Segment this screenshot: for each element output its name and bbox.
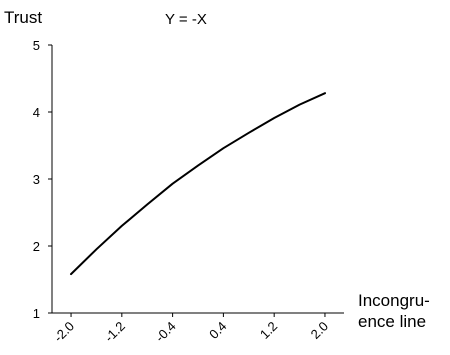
y-tick-label: 4 bbox=[33, 105, 40, 120]
x-tick-label: -1.2 bbox=[101, 319, 127, 345]
x-tick-label: 1.2 bbox=[257, 319, 280, 342]
y-tick-label: 2 bbox=[33, 239, 40, 254]
x-tick-label: 2.0 bbox=[308, 319, 331, 342]
y-axis-title: Trust bbox=[4, 8, 42, 27]
y-tick-label: 3 bbox=[33, 172, 40, 187]
x-axis-title-line-2: ence line bbox=[358, 312, 427, 331]
x-axis-title: Incongru- ence line bbox=[358, 290, 430, 332]
x-tick-label: 0.4 bbox=[206, 319, 229, 342]
y-axis-ticks: 1 2 3 4 5 bbox=[33, 38, 52, 321]
series-layer bbox=[70, 92, 326, 276]
x-axis-title-line-1: Incongru- bbox=[358, 291, 430, 310]
x-tick-label: -2.0 bbox=[51, 319, 77, 345]
x-tick-label: -0.4 bbox=[152, 319, 178, 345]
series-line-0 bbox=[70, 92, 326, 276]
x-axis-ticks: -2.0 -1.2 -0.4 0.4 1.2 2.0 bbox=[51, 313, 331, 345]
y-tick-label: 1 bbox=[33, 306, 40, 321]
y-tick-label: 5 bbox=[33, 38, 40, 53]
chart-title: Y = -X bbox=[165, 11, 207, 28]
